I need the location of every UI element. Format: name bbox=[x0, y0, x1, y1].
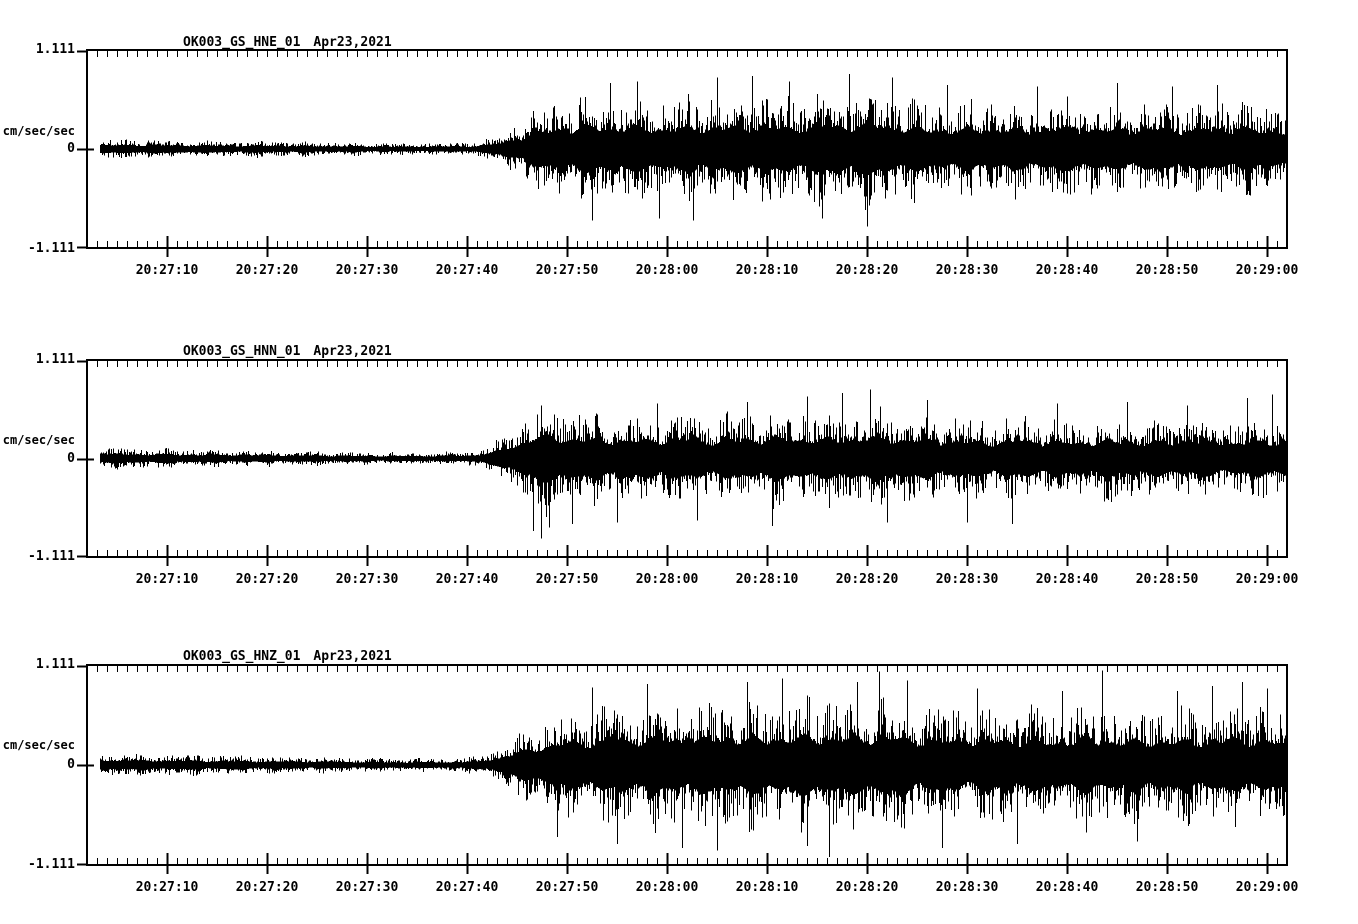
panel-1-ytick-min: -1.111 bbox=[28, 241, 75, 256]
panel-1-date: Apr23,2021 bbox=[313, 35, 392, 50]
x-tick-label: 20:28:30 bbox=[935, 263, 999, 278]
x-tick-label: 20:27:10 bbox=[135, 263, 199, 278]
waveform-trace bbox=[100, 389, 1287, 539]
x-tick-label: 20:28:20 bbox=[835, 572, 899, 587]
x-tick-label: 20:28:40 bbox=[1035, 572, 1099, 587]
x-tick-label: 20:28:10 bbox=[735, 572, 799, 587]
major-ticks bbox=[166, 853, 1269, 874]
panel-2-date: Apr23,2021 bbox=[313, 344, 392, 359]
x-tick-label: 20:27:40 bbox=[435, 572, 499, 587]
panel-1-y-units: cm/sec/sec bbox=[2, 124, 75, 138]
panel-3-title: OK003_GS_HNZ_01 Apr23,2021 bbox=[183, 650, 392, 664]
x-tick-label: 20:29:00 bbox=[1235, 572, 1299, 587]
x-tick-label: 20:28:20 bbox=[835, 880, 899, 895]
panel-3-channel-id: OK003_GS_HNZ_01 bbox=[183, 649, 301, 664]
panel-2-ytick-zero: 0 bbox=[67, 451, 75, 466]
x-tick-label: 20:28:10 bbox=[735, 880, 799, 895]
x-tick-label: 20:28:30 bbox=[935, 572, 999, 587]
panel-1-ytick-zero: 0 bbox=[67, 141, 75, 156]
x-tick-label: 20:27:10 bbox=[135, 880, 199, 895]
panel-1-channel-id: OK003_GS_HNE_01 bbox=[183, 35, 301, 50]
panel-3-date: Apr23,2021 bbox=[313, 649, 392, 664]
panel-2-ytick-min: -1.111 bbox=[28, 549, 75, 564]
x-tick-label: 20:28:40 bbox=[1035, 263, 1099, 278]
x-tick-label: 20:27:20 bbox=[235, 263, 299, 278]
major-ticks bbox=[166, 545, 1269, 566]
x-tick-label: 20:27:40 bbox=[435, 263, 499, 278]
minor-ticks bbox=[96, 665, 1279, 865]
x-tick-label: 20:29:00 bbox=[1235, 263, 1299, 278]
x-tick-label: 20:28:20 bbox=[835, 263, 899, 278]
x-tick-label: 20:27:30 bbox=[335, 263, 399, 278]
x-tick-label: 20:27:20 bbox=[235, 572, 299, 587]
minor-ticks bbox=[96, 50, 1279, 248]
panel-3-ytick-min: -1.111 bbox=[28, 857, 75, 872]
panel-2-y-units: cm/sec/sec bbox=[2, 433, 75, 447]
x-tick-label: 20:27:30 bbox=[335, 880, 399, 895]
x-tick-label: 20:27:30 bbox=[335, 572, 399, 587]
x-tick-label: 20:27:10 bbox=[135, 572, 199, 587]
x-tick-label: 20:28:50 bbox=[1135, 572, 1199, 587]
x-tick-label: 20:27:40 bbox=[435, 880, 499, 895]
panel-2-ytick-max: 1.111 bbox=[35, 352, 75, 367]
x-tick-label: 20:28:00 bbox=[635, 880, 699, 895]
minor-ticks bbox=[96, 360, 1279, 557]
waveform-trace bbox=[100, 74, 1287, 227]
panel-3-y-units: cm/sec/sec bbox=[2, 738, 75, 752]
x-tick-label: 20:28:50 bbox=[1135, 263, 1199, 278]
x-tick-label: 20:28:30 bbox=[935, 880, 999, 895]
x-tick-label: 20:28:10 bbox=[735, 263, 799, 278]
waveform-trace bbox=[100, 670, 1287, 857]
panel-1-ytick-max: 1.111 bbox=[35, 42, 75, 57]
panel-1-title: OK003_GS_HNE_01 Apr23,2021 bbox=[183, 36, 392, 50]
y-axis-ticks bbox=[77, 665, 94, 866]
x-tick-label: 20:28:50 bbox=[1135, 880, 1199, 895]
x-tick-label: 20:27:50 bbox=[535, 263, 599, 278]
panel-3-ytick-zero: 0 bbox=[67, 757, 75, 772]
panel-2-channel-id: OK003_GS_HNN_01 bbox=[183, 344, 301, 359]
y-axis-ticks bbox=[77, 50, 94, 249]
x-tick-label: 20:27:50 bbox=[535, 572, 599, 587]
panel-3-ytick-max: 1.111 bbox=[35, 657, 75, 672]
x-tick-label: 20:27:20 bbox=[235, 880, 299, 895]
x-tick-label: 20:29:00 bbox=[1235, 880, 1299, 895]
x-tick-label: 20:28:00 bbox=[635, 263, 699, 278]
panel-2-title: OK003_GS_HNN_01 Apr23,2021 bbox=[183, 345, 392, 359]
x-tick-label: 20:27:50 bbox=[535, 880, 599, 895]
major-ticks bbox=[166, 236, 1269, 257]
y-axis-ticks bbox=[77, 360, 94, 558]
x-tick-label: 20:28:40 bbox=[1035, 880, 1099, 895]
x-tick-label: 20:28:00 bbox=[635, 572, 699, 587]
